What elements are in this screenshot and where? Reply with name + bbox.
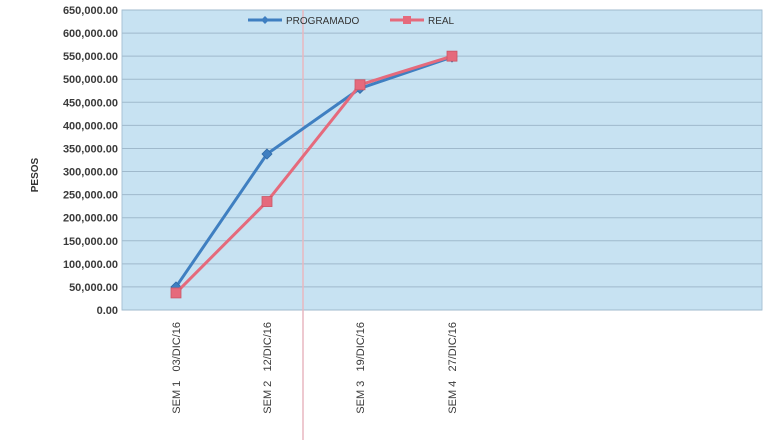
plot-area — [121, 9, 763, 311]
y-tick-label: 300,000.00 — [63, 167, 118, 179]
y-tick-label: 350,000.00 — [63, 143, 118, 155]
gridlines — [122, 9, 762, 311]
x-tick-label: SEM 1 03/DIC/16 — [171, 322, 183, 414]
point-real — [261, 196, 273, 207]
y-axis-label: PESOS — [30, 157, 41, 192]
y-tick-label: 600,000.00 — [63, 28, 118, 40]
y-tick-label: 250,000.00 — [63, 190, 118, 202]
series — [170, 50, 458, 299]
point-real — [170, 287, 182, 299]
y-tick-label: 500,000.00 — [63, 74, 118, 86]
y-tick-label: 400,000.00 — [63, 120, 118, 132]
legend-label: PROGRAMADO — [286, 16, 360, 27]
legend: PROGRAMADO REAL — [248, 16, 455, 27]
x-tick-label: SEM 3 19/DIC/16 — [355, 322, 367, 414]
x-axis-ticks: SEM 1 03/DIC/16 SEM 2 12/DIC/16 SEM 3 19/D… — [171, 322, 459, 414]
series-line-real — [174, 54, 453, 294]
legend-label: REAL — [428, 16, 455, 27]
x-tick-label: SEM 2 12/DIC/16 — [262, 322, 274, 414]
point-programado — [261, 148, 273, 160]
y-tick-label: 0.00 — [97, 305, 118, 317]
y-tick-label: 550,000.00 — [63, 51, 118, 63]
point-real — [446, 50, 458, 62]
point-real — [354, 79, 366, 91]
series-line-programado — [174, 55, 453, 288]
y-tick-label: 150,000.00 — [63, 236, 118, 248]
x-tick-label: SEM 4 27/DIC/16 — [447, 322, 459, 414]
y-tick-label: 450,000.00 — [63, 97, 118, 109]
y-tick-label: 650,000.00 — [63, 5, 118, 17]
legend-marker — [403, 16, 411, 24]
y-axis-ticks: 0.00 50,000.00 100,000.00 150,000.00 200,000… — [63, 5, 118, 317]
y-tick-label: 200,000.00 — [63, 213, 118, 225]
y-tick-label: 50,000.00 — [69, 282, 118, 294]
legend-marker — [261, 16, 269, 24]
y-tick-label: 100,000.00 — [63, 259, 118, 271]
